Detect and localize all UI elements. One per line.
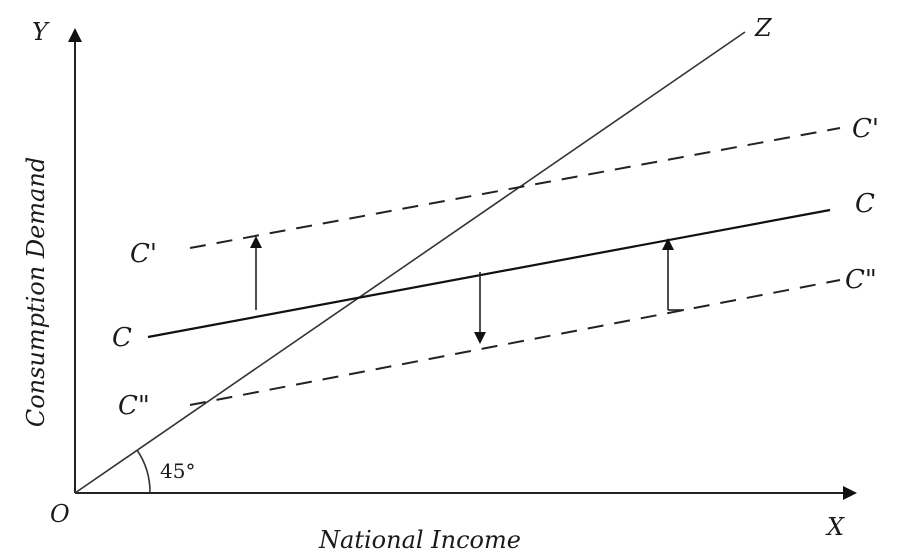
x-axis-title: National Income [318,526,521,554]
z-label: Z [754,14,773,42]
middle-curve-label-right: C [855,189,875,219]
middle-consumption-curve [147,208,831,339]
angle-label: 45° [160,459,195,483]
x-axis-label: X [825,513,845,541]
middle-curve-label-left: C [112,323,132,353]
upper-consumption-curve [189,127,841,249]
origin-label: O [50,500,70,528]
y-axis-title: Consumption Demand [22,157,50,427]
angle-arc [136,449,151,494]
45-degree-line [74,31,746,494]
lower-consumption-curve [189,279,841,406]
lower-curve-label-left: C" [118,391,150,421]
y-axis-label: Y [32,18,50,46]
lower-curve-label-right: C" [845,265,877,295]
upper-curve-label-left: C' [130,239,157,269]
upper-curve-label-right: C' [852,114,879,144]
